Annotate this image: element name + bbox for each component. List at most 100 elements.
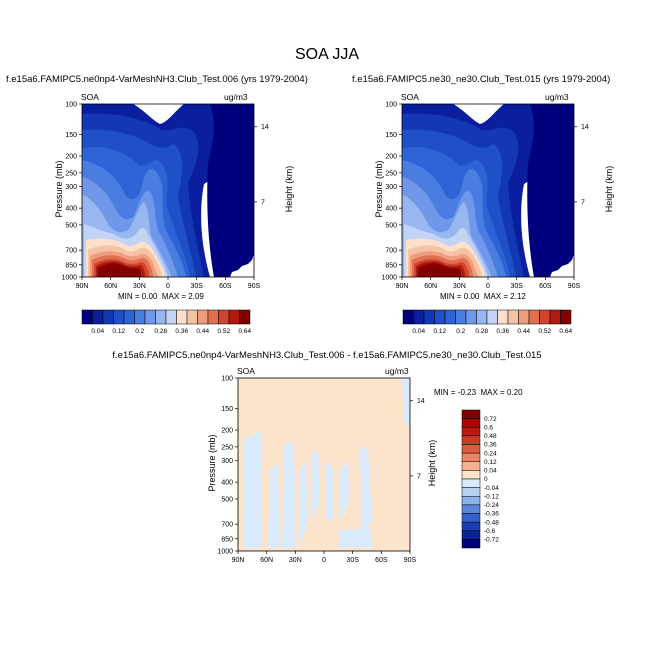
panel2-y-tick-label: 200 xyxy=(385,154,397,161)
colorbar2-label: 0.12 xyxy=(433,328,446,335)
colorbar1-box xyxy=(228,309,240,325)
panel2-y2-tick-label: 7 xyxy=(581,199,585,206)
colorbar2-box xyxy=(434,309,446,325)
colorbar3-label: 0.04 xyxy=(484,468,497,475)
colorbar1-box xyxy=(81,309,93,325)
colorbar3-label: 0.6 xyxy=(484,424,493,431)
colorbar3-label: -0.48 xyxy=(484,519,499,526)
figure-title: SOA JJA xyxy=(294,46,360,63)
colorbar1-box xyxy=(102,309,114,325)
colorbar1-box xyxy=(207,309,219,325)
colorbar1-box xyxy=(155,309,167,325)
colorbar3-label: -0.72 xyxy=(484,537,499,544)
panel3-y-tick-label: 250 xyxy=(221,444,233,451)
panel3-x-tick-label: 30N xyxy=(289,557,302,564)
panel1-y-tick-label: 400 xyxy=(65,206,77,213)
colorbar2-box xyxy=(539,309,551,325)
panel1-y-tick-label: 850 xyxy=(65,262,77,269)
colorbar1-label: 0.64 xyxy=(238,328,251,335)
colorbar3-label: 0.36 xyxy=(484,442,497,449)
colorbar2-label: 0.04 xyxy=(412,328,425,335)
colorbar1-label: 0.12 xyxy=(112,328,125,335)
panel1-units-label: ug/m3 xyxy=(224,92,248,102)
colorbar3-box xyxy=(461,470,481,480)
panel2-max-value: 2.12 xyxy=(510,292,526,301)
colorbar1-box xyxy=(197,309,209,325)
panel1-x-tick-label: 60S xyxy=(219,283,232,290)
colorbar1-box xyxy=(239,309,251,325)
colorbar3-box xyxy=(461,478,481,488)
panel1-y-tick-label: 100 xyxy=(65,102,77,109)
colorbar1-label: 0.04 xyxy=(91,328,104,335)
panel2-y-tick-label: 300 xyxy=(385,184,397,191)
panel3-max-label: MAX = xyxy=(480,388,505,397)
panel3-y-tick-label: 150 xyxy=(221,406,233,413)
panel3-min-label: MIN = xyxy=(434,388,456,397)
colorbar2-box xyxy=(444,309,456,325)
colorbar2-box xyxy=(455,309,467,325)
colorbar1-label: 0.44 xyxy=(196,328,209,335)
colorbar2-box xyxy=(486,309,498,325)
colorbar3-box xyxy=(461,452,481,462)
colorbar2-box xyxy=(413,309,425,325)
colorbar1-box xyxy=(218,309,230,325)
colorbar2-box xyxy=(476,309,488,325)
colorbar3-label: -0.12 xyxy=(484,493,499,500)
colorbar1-label: 0.28 xyxy=(154,328,167,335)
colorbar2-box xyxy=(528,309,540,325)
panel2-x-tick-label: 90N xyxy=(396,283,409,290)
colorbar1-label: 0.2 xyxy=(135,328,144,335)
colorbar1-box xyxy=(134,309,146,325)
panel1-y-tick-label: 150 xyxy=(65,132,77,139)
panel1-y2-tick-label: 14 xyxy=(261,124,269,131)
panel1-y-tick-label: 700 xyxy=(65,248,77,255)
panel1-field-label: SOA xyxy=(81,92,99,102)
colorbar3-box xyxy=(461,513,481,523)
panel1-max-label: MAX = xyxy=(161,292,187,301)
panel3-x-tick-label: 90N xyxy=(232,557,245,564)
panel1-subtitle: f.e15a6.FAMIPC5.ne0np4-VarMeshNH3.Club_T… xyxy=(6,74,308,85)
panel3-min-value: -0.23 xyxy=(457,388,477,397)
axes-layer: 90N 60N 30N 0 30S 60S 90S 100 150 200 250 300 400 500… xyxy=(61,102,588,565)
colorbars-layer: 0.04 0.12 0.2 0.28 0.36 0.44 0.52 0.64 0.04 0.12 0… xyxy=(81,309,572,549)
colorbar2-box xyxy=(560,309,572,325)
colorbar3-box xyxy=(461,427,481,437)
colorbar3-label: 0.12 xyxy=(484,459,497,466)
panel2-x-tick-label: 90S xyxy=(568,283,581,290)
panel3-y-tick-label: 1000 xyxy=(217,549,233,556)
panel1-x-tick-label: 90N xyxy=(76,283,89,290)
panel2-y-tick-label: 400 xyxy=(385,206,397,213)
colorbar3-box xyxy=(461,521,481,531)
panel2-y-tick-label: 150 xyxy=(385,132,397,139)
colorbar1-box xyxy=(176,309,188,325)
colorbar3-label: 0.24 xyxy=(484,450,497,457)
panel2-y-tick-label: 100 xyxy=(385,102,397,109)
colorbar3-label: 0.48 xyxy=(484,433,497,440)
panel2-y-tick-label: 850 xyxy=(385,262,397,269)
panel1-field xyxy=(82,104,254,277)
panel2-field xyxy=(402,104,574,277)
panel3-field xyxy=(238,378,410,551)
colorbar1-label: 0.52 xyxy=(217,328,230,335)
panel1-x-tick-label: 60N xyxy=(104,283,117,290)
panel2-minmax: MIN = 0.00 MAX = 2.12 xyxy=(440,292,526,301)
colorbar2-label: 0.64 xyxy=(559,328,572,335)
colorbar2-box xyxy=(402,309,414,325)
colorbar3-label: -0.6 xyxy=(484,528,496,535)
panel1-contours xyxy=(82,104,254,277)
colorbar3-box xyxy=(461,409,481,419)
panel1-x-tick-label: 90S xyxy=(248,283,261,290)
panel2-y-tick-label: 250 xyxy=(385,170,397,177)
panel2-x-tick-label: 0 xyxy=(486,283,490,290)
panel3-max-value: 0.20 xyxy=(506,388,523,397)
colorbar3-box xyxy=(461,496,481,506)
panel3-x-tick-label: 60N xyxy=(260,557,273,564)
panel3-subtitle: f.e15a6.FAMIPC5.ne0np4-VarMeshNH3.Club_T… xyxy=(112,350,542,361)
panel3-x-tick-label: 90S xyxy=(404,557,417,564)
panel1-y-tick-label: 200 xyxy=(65,154,77,161)
colorbar2-label: 0.44 xyxy=(517,328,530,335)
colorbar1-box xyxy=(113,309,125,325)
colorbar2-box xyxy=(465,309,477,325)
